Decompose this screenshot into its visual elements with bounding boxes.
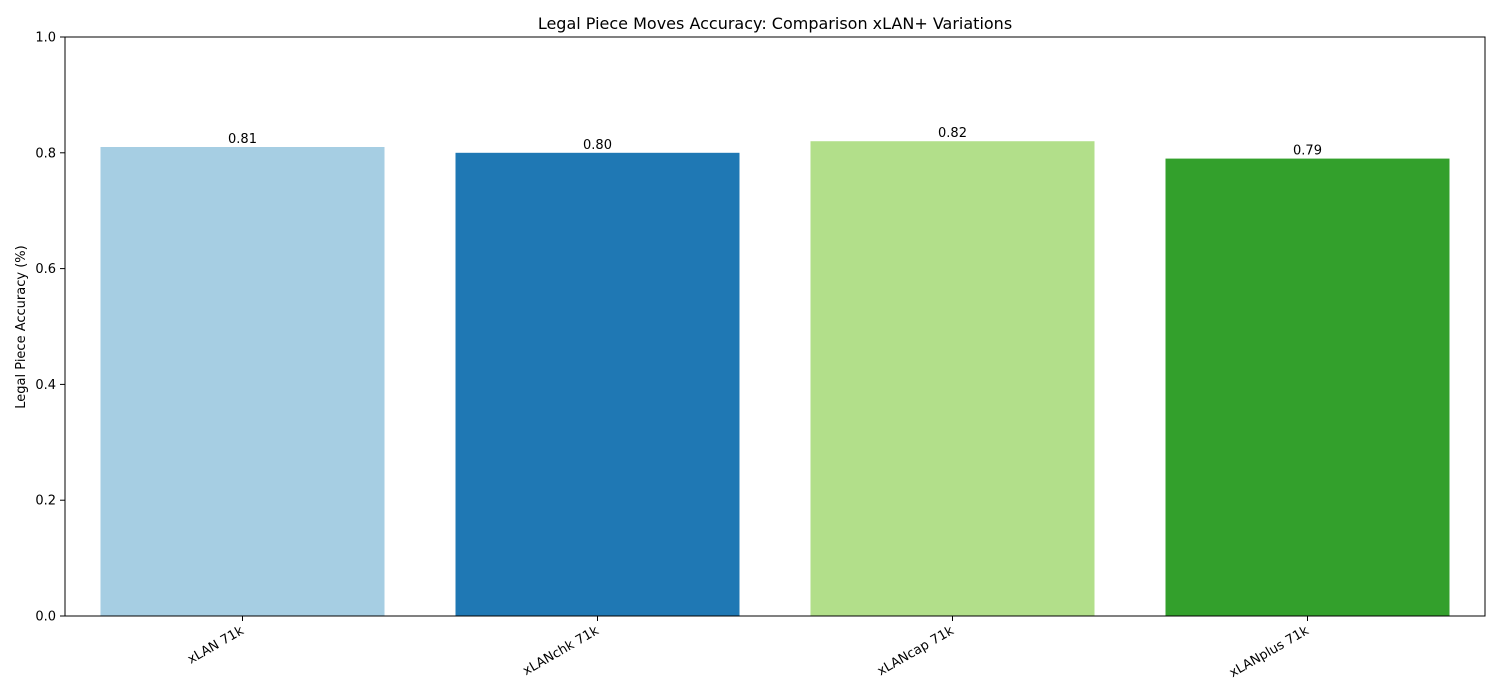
bar-value-label: 0.81 [228, 132, 257, 147]
plot-area-frame [64, 36, 1486, 617]
x-tick-label: xLANplus 71k [1227, 623, 1312, 681]
y-axis: 0.0 0.2 0.4 0.6 0.8 1.0 [35, 31, 65, 625]
y-axis-label: Legal Piece Accuracy (%) [14, 245, 29, 408]
bar-value-label: 0.82 [938, 126, 967, 141]
bar-2 [455, 152, 740, 617]
bar-1 [100, 147, 385, 616]
y-tick-label: 0.4 [35, 378, 56, 393]
chart-title: Legal Piece Moves Accuracy: Comparison x… [538, 14, 1012, 33]
bars-group [100, 141, 1450, 617]
bar-value-label: 0.79 [1293, 144, 1322, 159]
bar-3 [810, 141, 1095, 616]
x-axis: xLAN 71k xLANchk 71k xLANcap 71k xLANplus 7… [185, 616, 1312, 681]
y-tick-label: 1.0 [35, 31, 56, 46]
y-tick-label: 0.2 [35, 494, 56, 509]
bar-4 [1165, 158, 1450, 616]
x-tick-label: xLAN 71k [185, 623, 247, 667]
y-tick-label: 0.0 [35, 610, 56, 625]
y-tick-label: 0.6 [35, 262, 56, 277]
x-tick-label: xLANchk 71k [520, 623, 601, 679]
bar-value-label: 0.80 [583, 138, 612, 153]
x-tick-label: xLANcap 71k [875, 623, 957, 679]
bar-value-labels: 0.81 0.80 0.82 0.79 [228, 126, 1322, 158]
y-tick-label: 0.8 [35, 146, 56, 161]
